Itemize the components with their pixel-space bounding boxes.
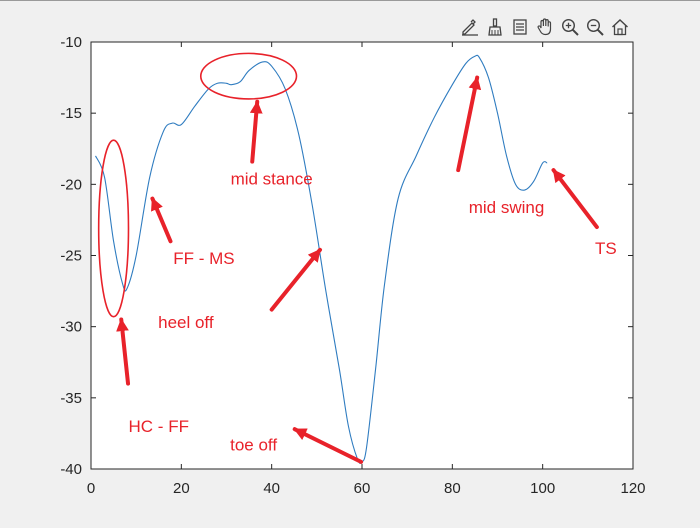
axes-box (90, 41, 634, 470)
y-tick-label: -15 (60, 105, 82, 122)
annotation-label: mid stance (231, 169, 313, 188)
edit-plot-button[interactable] (458, 15, 482, 39)
axes-background (91, 42, 633, 469)
annotation-arrow-1 (456, 75, 482, 173)
x-tick-label: 40 (263, 480, 280, 497)
y-tick-label: -40 (60, 461, 82, 478)
home-button[interactable] (608, 15, 632, 39)
x-tick-label: 80 (444, 480, 461, 497)
brush-icon (488, 18, 502, 36)
pan-button[interactable] (533, 15, 557, 39)
brush-button[interactable] (483, 15, 507, 39)
data-tips-button[interactable] (508, 15, 532, 39)
highlight-ellipse-1 (199, 52, 298, 100)
data-line-layer (95, 54, 548, 464)
annotation-label: TS (595, 239, 617, 258)
annotation-layer: mid stance mid swing TS FF - MS heel off HC -… (97, 52, 617, 464)
zoom-out-icon (586, 18, 604, 36)
annotation-arrow-4 (269, 247, 322, 312)
axis-ticks: 0 20 40 60 80 100 120 -10 -15 -20 -25 -30 -35 -40 (60, 34, 645, 497)
annotation-arrow-6 (292, 427, 364, 464)
x-tick-label: 0 (87, 480, 95, 497)
y-tick-label: -30 (60, 319, 82, 336)
annotation-label: FF - MS (173, 249, 234, 268)
x-tick-label: 100 (530, 480, 555, 497)
y-tick-label: -25 (60, 248, 82, 265)
annotation-arrow-3 (150, 196, 173, 244)
zoom-in-button[interactable] (558, 15, 582, 39)
annotation-label: mid swing (469, 198, 545, 217)
annotation-arrow-0 (249, 99, 263, 164)
annotation-arrow-2 (551, 168, 599, 230)
annotation-arrow-5 (116, 317, 131, 386)
x-tick-label: 60 (354, 480, 371, 497)
edit-plot-icon (462, 19, 478, 36)
highlight-ellipse-0 (97, 139, 130, 318)
annotation-label: HC - FF (129, 417, 189, 436)
pan-hand-icon (537, 18, 552, 36)
x-tick-label: 120 (620, 480, 645, 497)
annotation-label: toe off (230, 435, 277, 454)
y-tick-label: -35 (60, 390, 82, 407)
zoom-out-button[interactable] (583, 15, 607, 39)
home-icon (612, 19, 628, 36)
zoom-in-icon (561, 18, 579, 36)
series-line-0 (95, 54, 548, 464)
data-tips-icon (513, 19, 527, 35)
axes-toolbar (458, 15, 632, 41)
annotation-label: heel off (158, 313, 214, 332)
y-tick-label: -20 (60, 176, 82, 193)
y-tick-label: -10 (60, 34, 82, 51)
x-tick-label: 20 (173, 480, 190, 497)
